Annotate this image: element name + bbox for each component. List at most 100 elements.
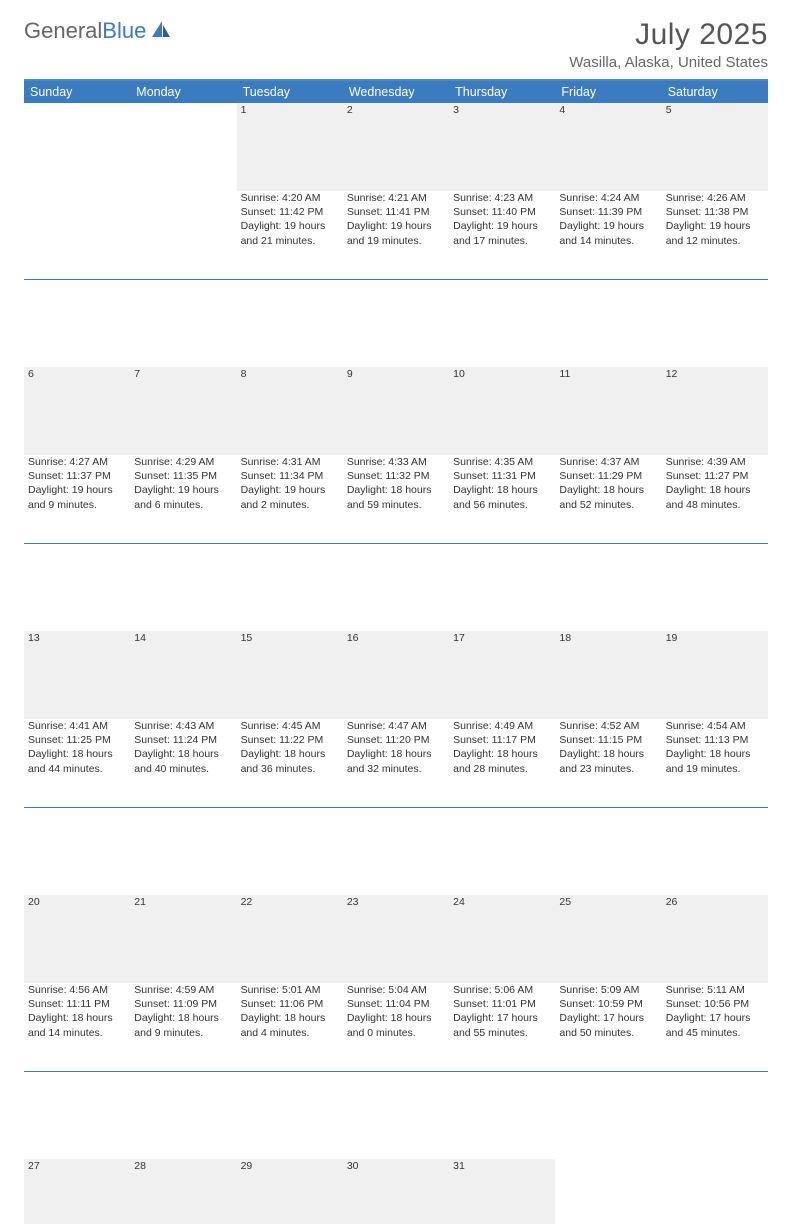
sunrise-line: Sunrise: 4:23 AM	[453, 191, 551, 205]
sunset-line: Sunset: 11:22 PM	[241, 733, 339, 747]
sunset-line: Sunset: 11:06 PM	[241, 997, 339, 1011]
sunset-line: Sunset: 11:41 PM	[347, 205, 445, 219]
weekday-header: Saturday	[662, 81, 768, 103]
day-content-cell	[24, 191, 130, 279]
daylight-line: Daylight: 19 hours and 21 minutes.	[241, 219, 339, 247]
sunset-line: Sunset: 11:17 PM	[453, 733, 551, 747]
day-number-cell: 22	[237, 895, 343, 983]
day-number-cell	[24, 103, 130, 191]
sunset-line: Sunset: 11:13 PM	[666, 733, 764, 747]
daylight-line: Daylight: 18 hours and 59 minutes.	[347, 483, 445, 511]
sunrise-line: Sunrise: 4:29 AM	[134, 455, 232, 469]
day-number-cell: 31	[449, 1159, 555, 1224]
day-content-cell: Sunrise: 4:21 AMSunset: 11:41 PMDaylight…	[343, 191, 449, 279]
daylight-line: Daylight: 18 hours and 9 minutes.	[134, 1011, 232, 1039]
day-number-row: 20212223242526	[24, 895, 768, 983]
day-content-cell: Sunrise: 5:06 AMSunset: 11:01 PMDaylight…	[449, 983, 555, 1071]
day-number-row: 6789101112	[24, 367, 768, 455]
day-number-cell: 2	[343, 103, 449, 191]
daylight-line: Daylight: 18 hours and 36 minutes.	[241, 747, 339, 775]
day-number-cell: 12	[662, 367, 768, 455]
sunrise-line: Sunrise: 4:59 AM	[134, 983, 232, 997]
daylight-line: Daylight: 18 hours and 56 minutes.	[453, 483, 551, 511]
logo-part1: General	[24, 18, 102, 43]
sail-icon	[150, 19, 174, 44]
day-content-cell: Sunrise: 4:27 AMSunset: 11:37 PMDaylight…	[24, 455, 130, 543]
day-content-row: Sunrise: 4:56 AMSunset: 11:11 PMDaylight…	[24, 983, 768, 1071]
day-content-cell: Sunrise: 4:35 AMSunset: 11:31 PMDaylight…	[449, 455, 555, 543]
day-number-cell: 23	[343, 895, 449, 983]
weekday-header: Friday	[555, 81, 661, 103]
sunset-line: Sunset: 11:34 PM	[241, 469, 339, 483]
sunset-line: Sunset: 11:01 PM	[453, 997, 551, 1011]
weekday-header-row: SundayMondayTuesdayWednesdayThursdayFrid…	[24, 81, 768, 103]
logo-text: GeneralBlue	[24, 18, 146, 44]
day-number-cell: 6	[24, 367, 130, 455]
day-number-cell: 13	[24, 631, 130, 719]
day-number-cell: 24	[449, 895, 555, 983]
sunset-line: Sunset: 11:27 PM	[666, 469, 764, 483]
day-number-cell: 30	[343, 1159, 449, 1224]
sunrise-line: Sunrise: 4:27 AM	[28, 455, 126, 469]
day-number-row: 13141516171819	[24, 631, 768, 719]
day-content-cell: Sunrise: 4:54 AMSunset: 11:13 PMDaylight…	[662, 719, 768, 807]
day-content-cell: Sunrise: 4:56 AMSunset: 11:11 PMDaylight…	[24, 983, 130, 1071]
day-content-cell: Sunrise: 5:09 AMSunset: 10:59 PMDaylight…	[555, 983, 661, 1071]
sunset-line: Sunset: 11:20 PM	[347, 733, 445, 747]
day-content-cell: Sunrise: 5:04 AMSunset: 11:04 PMDaylight…	[343, 983, 449, 1071]
title-block: July 2025 Wasilla, Alaska, United States	[569, 18, 768, 71]
daylight-line: Daylight: 18 hours and 14 minutes.	[28, 1011, 126, 1039]
daylight-line: Daylight: 19 hours and 17 minutes.	[453, 219, 551, 247]
sunset-line: Sunset: 11:29 PM	[559, 469, 657, 483]
daylight-line: Daylight: 18 hours and 40 minutes.	[134, 747, 232, 775]
day-content-cell: Sunrise: 4:37 AMSunset: 11:29 PMDaylight…	[555, 455, 661, 543]
location: Wasilla, Alaska, United States	[569, 54, 768, 71]
day-number-cell: 28	[130, 1159, 236, 1224]
sunrise-line: Sunrise: 4:33 AM	[347, 455, 445, 469]
daylight-line: Daylight: 18 hours and 52 minutes.	[559, 483, 657, 511]
daylight-line: Daylight: 19 hours and 6 minutes.	[134, 483, 232, 511]
day-number-cell: 21	[130, 895, 236, 983]
day-content-cell: Sunrise: 4:31 AMSunset: 11:34 PMDaylight…	[237, 455, 343, 543]
sunset-line: Sunset: 10:59 PM	[559, 997, 657, 1011]
day-number-cell: 25	[555, 895, 661, 983]
sunrise-line: Sunrise: 4:52 AM	[559, 719, 657, 733]
sunrise-line: Sunrise: 4:49 AM	[453, 719, 551, 733]
daylight-line: Daylight: 17 hours and 50 minutes.	[559, 1011, 657, 1039]
day-number-cell	[662, 1159, 768, 1224]
sunset-line: Sunset: 11:24 PM	[134, 733, 232, 747]
sunrise-line: Sunrise: 4:31 AM	[241, 455, 339, 469]
day-content-cell: Sunrise: 4:20 AMSunset: 11:42 PMDaylight…	[237, 191, 343, 279]
day-content-cell: Sunrise: 4:59 AMSunset: 11:09 PMDaylight…	[130, 983, 236, 1071]
month-title: July 2025	[569, 18, 768, 52]
day-number-cell: 3	[449, 103, 555, 191]
sunrise-line: Sunrise: 4:56 AM	[28, 983, 126, 997]
daylight-line: Daylight: 19 hours and 14 minutes.	[559, 219, 657, 247]
day-number-row: 2728293031	[24, 1159, 768, 1224]
day-content-row: Sunrise: 4:20 AMSunset: 11:42 PMDaylight…	[24, 191, 768, 279]
weekday-header: Wednesday	[343, 81, 449, 103]
sunrise-line: Sunrise: 4:37 AM	[559, 455, 657, 469]
calendar-table: SundayMondayTuesdayWednesdayThursdayFrid…	[24, 81, 768, 1224]
sunrise-line: Sunrise: 5:06 AM	[453, 983, 551, 997]
sunset-line: Sunset: 11:35 PM	[134, 469, 232, 483]
day-content-cell: Sunrise: 4:43 AMSunset: 11:24 PMDaylight…	[130, 719, 236, 807]
day-content-cell: Sunrise: 4:52 AMSunset: 11:15 PMDaylight…	[555, 719, 661, 807]
day-number-cell: 5	[662, 103, 768, 191]
day-content-cell: Sunrise: 4:26 AMSunset: 11:38 PMDaylight…	[662, 191, 768, 279]
day-number-cell: 9	[343, 367, 449, 455]
sunrise-line: Sunrise: 4:43 AM	[134, 719, 232, 733]
daylight-line: Daylight: 18 hours and 0 minutes.	[347, 1011, 445, 1039]
day-content-row: Sunrise: 4:27 AMSunset: 11:37 PMDaylight…	[24, 455, 768, 543]
day-number-cell: 1	[237, 103, 343, 191]
day-content-cell: Sunrise: 4:23 AMSunset: 11:40 PMDaylight…	[449, 191, 555, 279]
daylight-line: Daylight: 19 hours and 9 minutes.	[28, 483, 126, 511]
weekday-header: Tuesday	[237, 81, 343, 103]
day-number-cell: 19	[662, 631, 768, 719]
sunrise-line: Sunrise: 4:54 AM	[666, 719, 764, 733]
week-separator	[24, 807, 768, 895]
day-content-cell: Sunrise: 4:45 AMSunset: 11:22 PMDaylight…	[237, 719, 343, 807]
sunset-line: Sunset: 11:32 PM	[347, 469, 445, 483]
logo-part2: Blue	[102, 18, 146, 43]
day-content-cell: Sunrise: 4:24 AMSunset: 11:39 PMDaylight…	[555, 191, 661, 279]
